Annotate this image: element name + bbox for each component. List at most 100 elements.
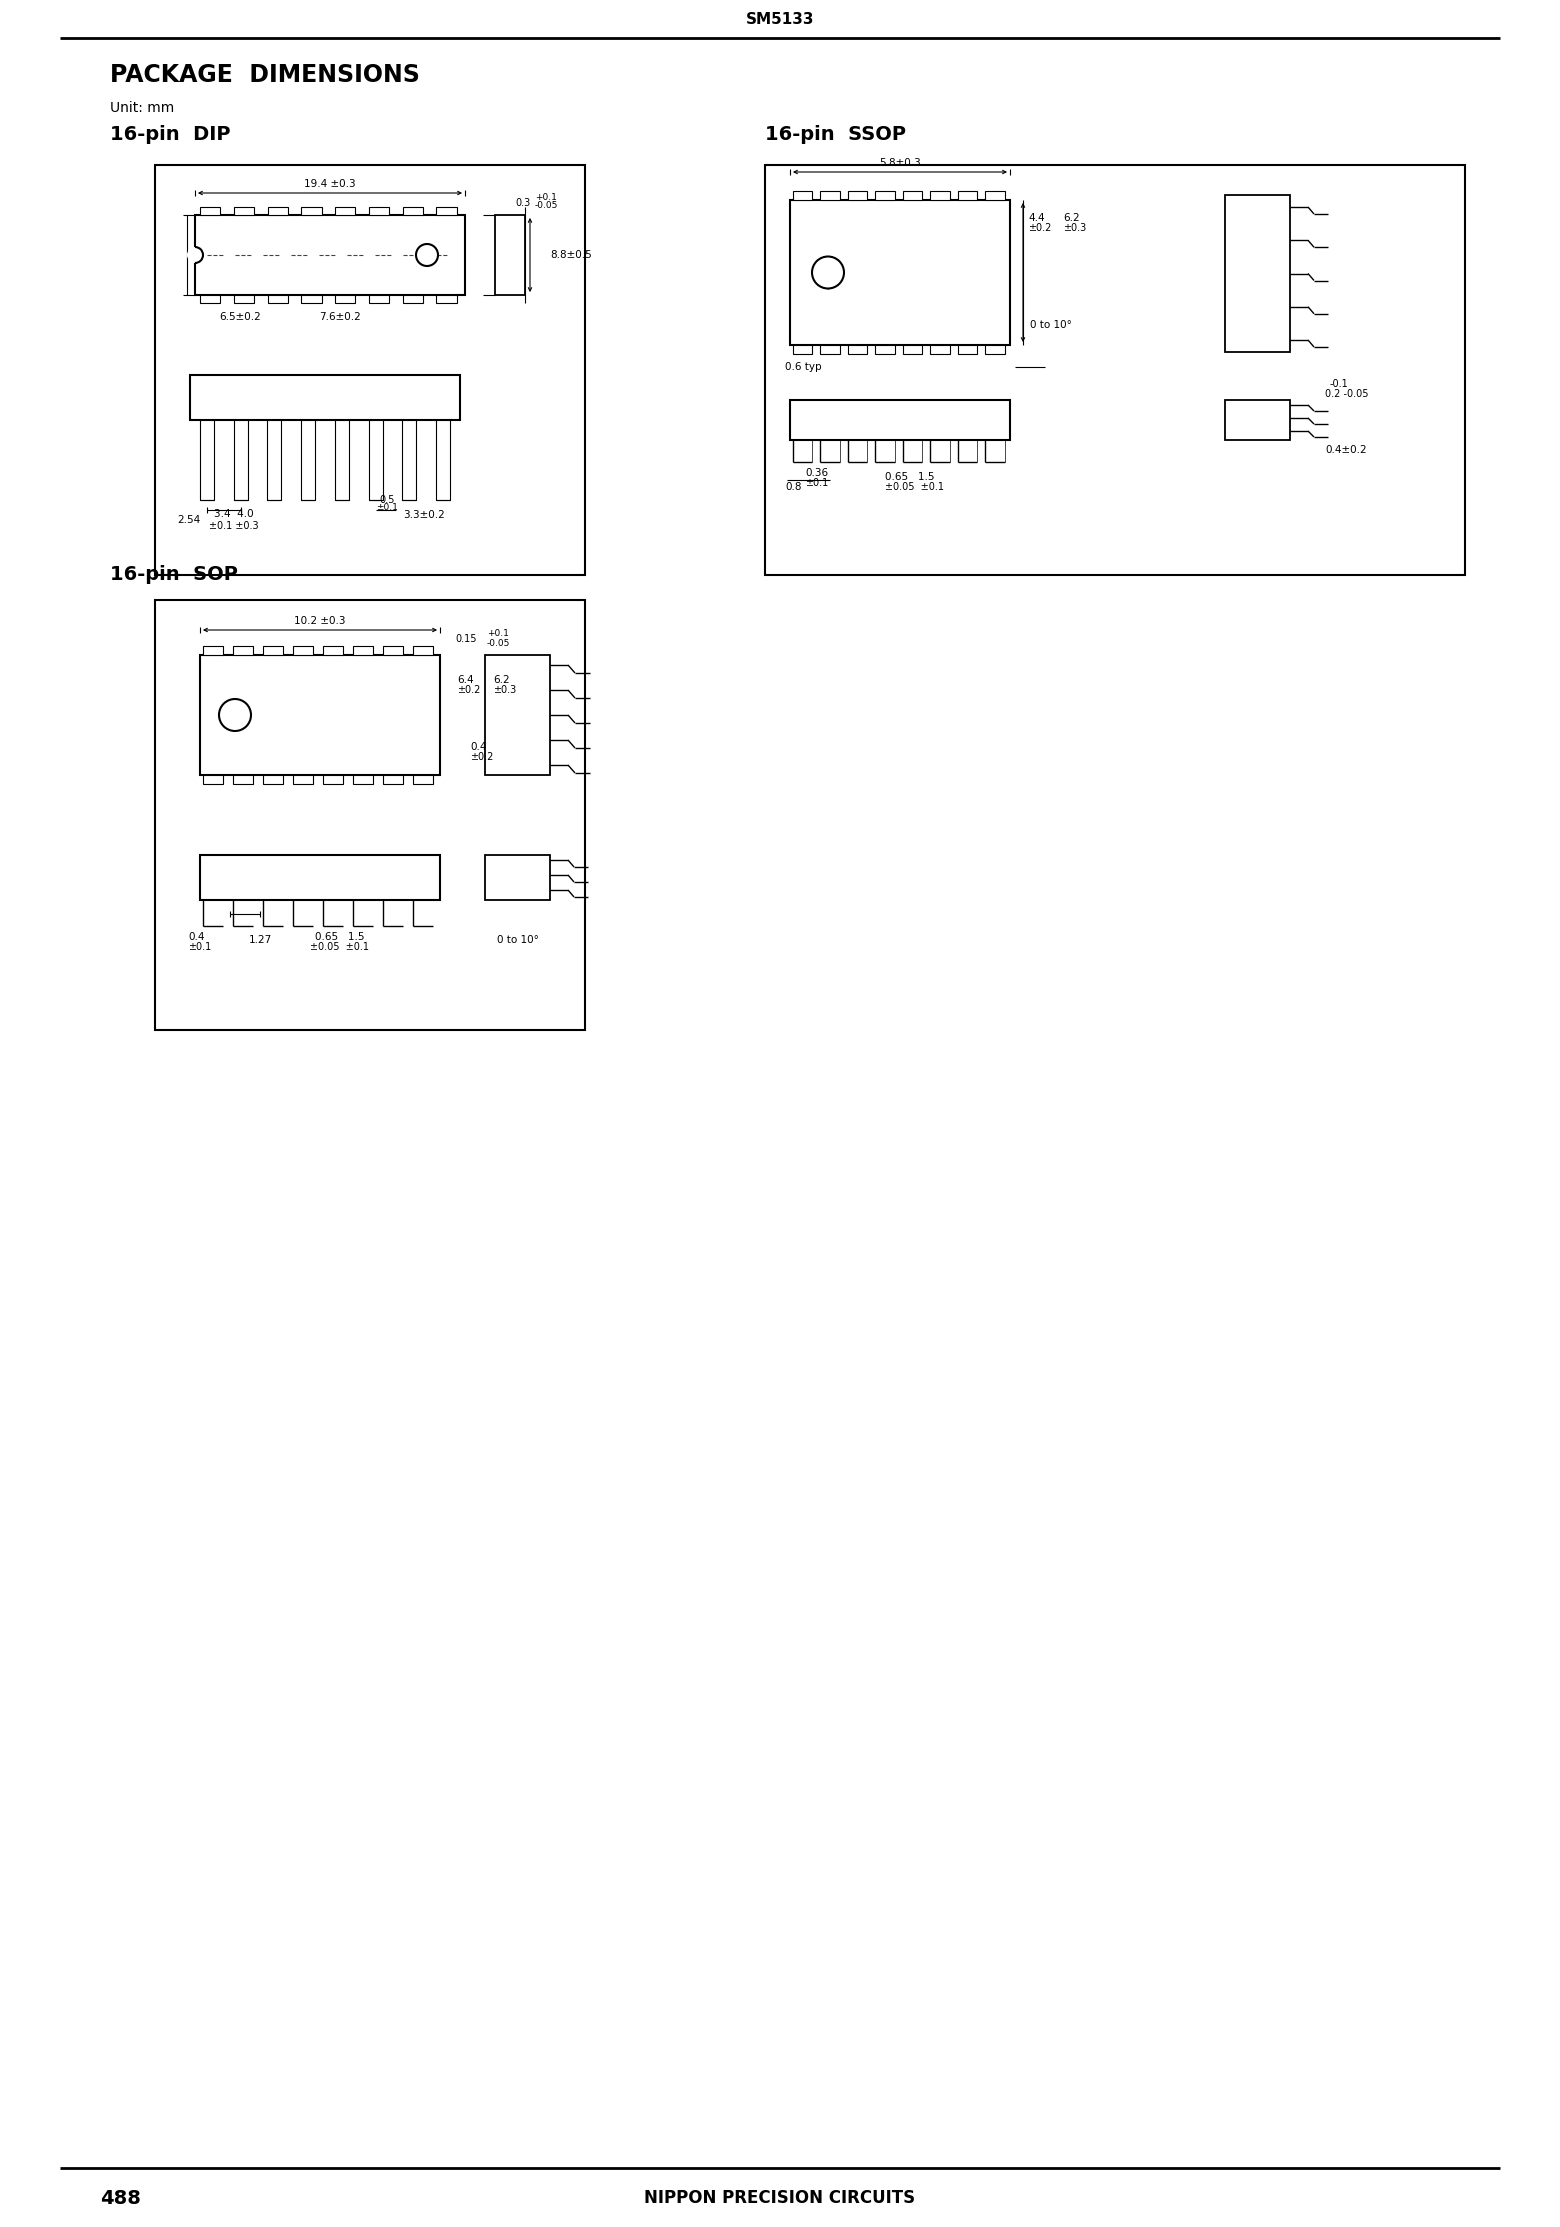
Text: +0.1: +0.1: [535, 192, 557, 200]
Text: 488: 488: [100, 2189, 140, 2207]
Bar: [234, 421, 248, 501]
Bar: [986, 192, 1005, 200]
Bar: [930, 345, 950, 354]
Text: 4.4: 4.4: [1028, 214, 1045, 223]
Bar: [875, 192, 894, 200]
Text: +0.1: +0.1: [487, 628, 509, 637]
Bar: [353, 775, 373, 784]
Bar: [268, 207, 287, 216]
Text: 0.6 typ: 0.6 typ: [785, 363, 822, 372]
Bar: [402, 421, 417, 501]
Bar: [200, 421, 214, 501]
Bar: [821, 345, 839, 354]
Bar: [792, 345, 813, 354]
Bar: [368, 421, 382, 501]
Text: 1.27: 1.27: [248, 935, 271, 944]
Text: ±0.2: ±0.2: [1028, 223, 1051, 234]
Bar: [195, 216, 465, 294]
Bar: [986, 345, 1005, 354]
Text: 0.4: 0.4: [470, 742, 487, 753]
Bar: [335, 207, 356, 216]
Bar: [335, 294, 356, 303]
Bar: [301, 421, 315, 501]
Text: 5.8±0.3: 5.8±0.3: [880, 158, 920, 167]
Bar: [293, 646, 312, 655]
Text: 16-pin  SSOP: 16-pin SSOP: [764, 125, 906, 145]
Bar: [485, 655, 551, 775]
Text: ±0.2: ±0.2: [470, 753, 493, 762]
Text: -0.05: -0.05: [535, 200, 558, 212]
Circle shape: [813, 256, 844, 290]
Bar: [234, 207, 254, 216]
Text: 7.6±0.2: 7.6±0.2: [320, 312, 360, 323]
Text: 6.2: 6.2: [1062, 214, 1080, 223]
Text: 8.8±0.5: 8.8±0.5: [551, 249, 591, 261]
Text: ±0.1: ±0.1: [376, 503, 398, 512]
Bar: [200, 855, 440, 900]
Text: 0.4±0.2: 0.4±0.2: [1324, 445, 1367, 454]
Text: ±0.1 ±0.3: ±0.1 ±0.3: [209, 521, 259, 530]
Bar: [368, 294, 388, 303]
Bar: [413, 775, 432, 784]
Bar: [847, 345, 867, 354]
Text: ±0.1: ±0.1: [189, 942, 211, 951]
Text: ±0.05  ±0.1: ±0.05 ±0.1: [310, 942, 370, 951]
Text: Unit: mm: Unit: mm: [111, 100, 175, 116]
Bar: [930, 192, 950, 200]
Bar: [335, 421, 349, 501]
Text: 6.5±0.2: 6.5±0.2: [218, 312, 261, 323]
Circle shape: [417, 245, 438, 265]
Text: 19.4 ±0.3: 19.4 ±0.3: [304, 178, 356, 189]
Bar: [323, 646, 343, 655]
Bar: [323, 775, 343, 784]
Bar: [232, 646, 253, 655]
Bar: [821, 192, 839, 200]
Bar: [875, 345, 894, 354]
Bar: [203, 646, 223, 655]
Text: 3.3±0.2: 3.3±0.2: [404, 510, 445, 519]
Text: -0.1: -0.1: [1331, 379, 1349, 390]
Bar: [268, 294, 287, 303]
Text: 0.8: 0.8: [785, 481, 802, 492]
Text: 10.2 ±0.3: 10.2 ±0.3: [295, 617, 346, 626]
Text: 0.2 -0.05: 0.2 -0.05: [1324, 390, 1368, 399]
Bar: [200, 655, 440, 775]
Bar: [792, 192, 813, 200]
Bar: [402, 207, 423, 216]
Bar: [154, 165, 585, 575]
Text: ±0.1: ±0.1: [805, 479, 828, 488]
Text: 0.4: 0.4: [189, 933, 204, 942]
Text: 0 to 10°: 0 to 10°: [1030, 321, 1072, 330]
Bar: [402, 294, 423, 303]
Bar: [789, 200, 1009, 345]
Text: 0.65   1.5: 0.65 1.5: [885, 472, 934, 481]
Bar: [190, 374, 460, 421]
Bar: [903, 192, 922, 200]
Text: 6.4: 6.4: [457, 675, 474, 686]
Bar: [413, 646, 432, 655]
Bar: [353, 646, 373, 655]
Text: 0.3: 0.3: [515, 198, 530, 207]
Bar: [200, 294, 220, 303]
Bar: [1225, 401, 1290, 441]
Bar: [301, 294, 321, 303]
Circle shape: [218, 699, 251, 730]
Bar: [368, 207, 388, 216]
Text: PACKAGE  DIMENSIONS: PACKAGE DIMENSIONS: [111, 62, 420, 87]
Text: SM5133: SM5133: [746, 13, 814, 27]
Bar: [495, 216, 526, 294]
Text: 0 to 10°: 0 to 10°: [496, 935, 538, 944]
Bar: [384, 646, 402, 655]
Text: 0.5: 0.5: [379, 494, 395, 506]
Text: 0.15: 0.15: [456, 635, 476, 644]
Bar: [958, 192, 977, 200]
Circle shape: [187, 247, 203, 263]
Text: NIPPON PRECISION CIRCUITS: NIPPON PRECISION CIRCUITS: [644, 2189, 916, 2207]
Bar: [485, 855, 551, 900]
Text: 6.2: 6.2: [493, 675, 510, 686]
Bar: [301, 207, 321, 216]
Bar: [437, 207, 457, 216]
Bar: [958, 345, 977, 354]
Text: 16-pin  SOP: 16-pin SOP: [111, 566, 237, 583]
Bar: [384, 775, 402, 784]
